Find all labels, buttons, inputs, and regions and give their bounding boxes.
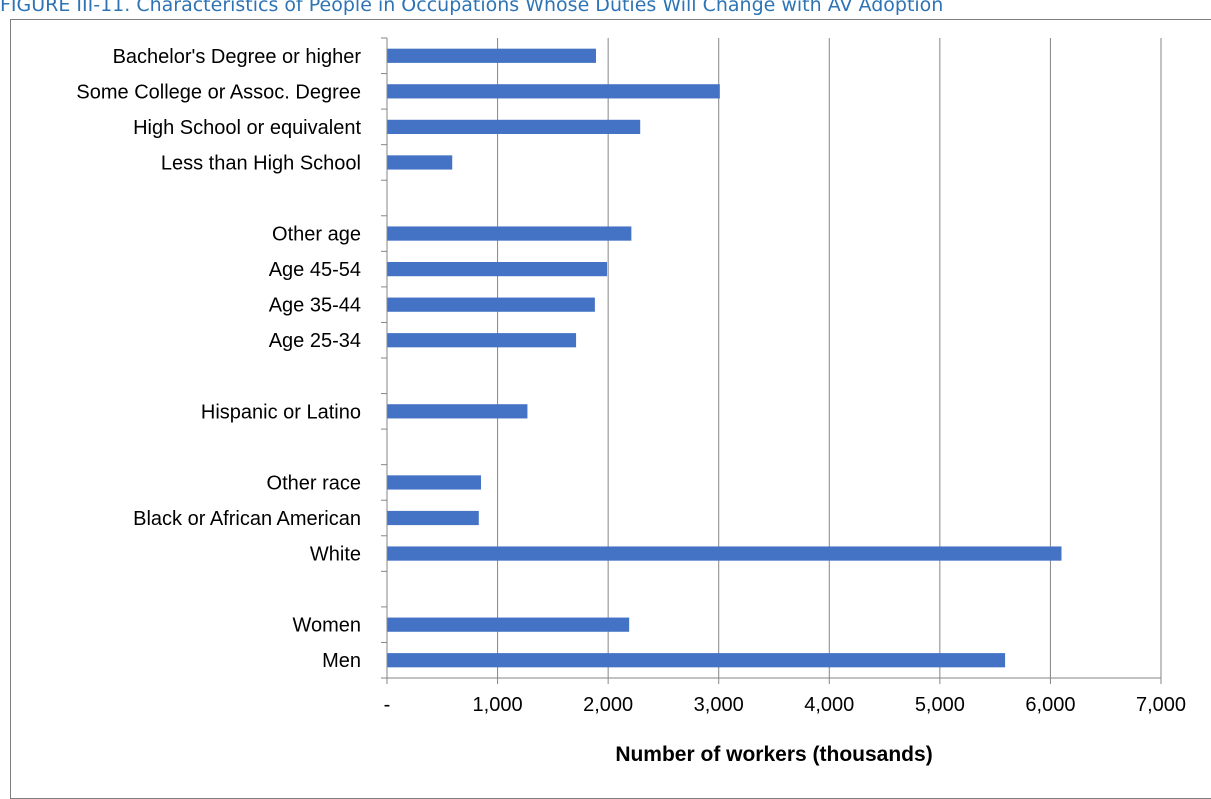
bar (387, 653, 1006, 668)
y-category-label: White (310, 544, 361, 566)
gridlines (497, 38, 1162, 678)
bar (387, 546, 1062, 561)
bar (387, 617, 630, 632)
bar (387, 84, 720, 99)
y-category-label: Some College or Assoc. Degree (76, 81, 361, 103)
bar (387, 262, 608, 277)
x-tick-label: 6,000 (1025, 694, 1075, 716)
x-tick-label: 7,000 (1136, 694, 1186, 716)
figure-title: FIGURE III-11. Characteristics of People… (0, 0, 944, 16)
bar (387, 226, 632, 241)
x-tick-label: - (384, 694, 391, 716)
bar (387, 48, 596, 63)
x-axis-title: Number of workers (thousands) (615, 743, 932, 766)
bar (387, 404, 528, 419)
y-category-label: Bachelor's Degree or higher (113, 46, 362, 68)
bar (387, 475, 481, 490)
y-category-label: Less than High School (161, 152, 361, 174)
bar (387, 333, 577, 348)
y-category-label: Other race (267, 472, 361, 494)
x-tick-label: 2,000 (583, 694, 633, 716)
bars (387, 48, 1062, 668)
bar (387, 155, 453, 170)
axes (381, 37, 1162, 684)
x-tick-label: 3,000 (694, 694, 744, 716)
bar (387, 510, 479, 526)
y-category-label: Women (292, 615, 361, 637)
y-category-label: High School or equivalent (133, 117, 361, 139)
x-tick-label: 1,000 (473, 694, 523, 716)
x-tick-label: 4,000 (804, 694, 854, 716)
bar (387, 297, 595, 312)
labels: - 1,000 2,000 3,000 4,000 5,000 6,000 7,000 Bach… (76, 46, 1186, 716)
y-category-label: Other age (272, 224, 361, 246)
y-category-label: Age 25-34 (269, 330, 361, 352)
bar (387, 119, 641, 134)
x-tick-label: 5,000 (915, 694, 965, 716)
y-category-label: Black or African American (133, 508, 361, 530)
y-category-label: Men (322, 650, 361, 672)
y-category-label: Age 45-54 (269, 259, 361, 281)
y-category-label: Age 35-44 (269, 295, 361, 317)
y-category-label: Hispanic or Latino (201, 401, 361, 423)
